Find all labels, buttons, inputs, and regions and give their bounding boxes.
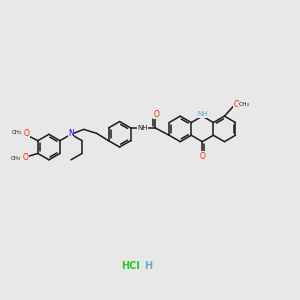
Text: O: O [23, 153, 28, 162]
Text: NH: NH [197, 111, 208, 117]
Text: CH₃: CH₃ [238, 102, 250, 107]
Text: O: O [200, 152, 205, 161]
Text: O: O [233, 100, 239, 109]
Text: O: O [153, 110, 159, 119]
Text: H: H [144, 261, 152, 271]
Text: CH₃: CH₃ [12, 130, 22, 135]
Text: O: O [24, 129, 29, 138]
Text: NH: NH [137, 125, 148, 131]
Text: CH₃: CH₃ [11, 156, 21, 161]
Text: N: N [68, 129, 74, 138]
Text: HCl: HCl [121, 261, 140, 271]
